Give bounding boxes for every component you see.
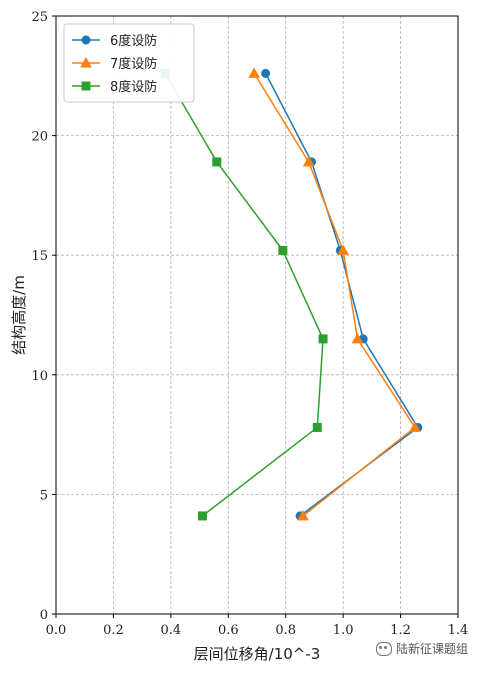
data-point — [212, 157, 222, 167]
x-tick-label: 0.8 — [275, 623, 296, 638]
y-tick-label: 10 — [31, 369, 48, 384]
series-3 — [160, 68, 328, 521]
x-axis-label: 层间位移角/10^-3 — [194, 645, 321, 663]
series-line — [253, 73, 416, 517]
y-tick-label: 15 — [31, 249, 48, 264]
axis-ticks: 0.0 0.2 0.4 0.6 0.8 1.0 1.2 1.4 0 5 10 15 20 25 — [31, 10, 468, 638]
legend-item: 8度设防 — [72, 79, 157, 95]
data-point — [248, 67, 260, 78]
wechat-icon — [376, 641, 392, 656]
series-line — [164, 73, 324, 517]
data-point — [351, 332, 364, 344]
series-layer — [160, 67, 423, 521]
data-point — [409, 421, 421, 432]
data-point — [278, 245, 288, 255]
series-2 — [248, 67, 421, 521]
x-tick-label: 0.2 — [103, 623, 124, 638]
x-tick-label: 1.2 — [390, 623, 411, 638]
y-tick-label: 0 — [40, 608, 48, 623]
y-tick-label: 20 — [31, 130, 48, 145]
y-axis-label: 结构高度/m — [10, 275, 28, 355]
data-point — [197, 511, 207, 521]
legend: 6度设防 7度设防 8度设防 — [63, 23, 195, 103]
legend-box — [63, 23, 195, 103]
x-tick-label: 1.4 — [448, 623, 469, 638]
y-tick-label: 25 — [31, 10, 48, 25]
data-point — [297, 509, 309, 521]
plot-frame — [55, 15, 459, 615]
legend-marker — [81, 81, 91, 91]
data-point — [261, 68, 271, 78]
grid-lines — [55, 15, 459, 615]
x-tick-label: 0.6 — [218, 623, 239, 638]
legend-item: 6度设防 — [72, 33, 157, 49]
watermark: 陆新征课题组 — [376, 640, 468, 657]
series-line — [264, 73, 419, 517]
data-point — [312, 422, 322, 432]
data-point — [302, 155, 315, 167]
data-point — [318, 334, 328, 344]
legend-marker — [81, 35, 91, 45]
legend-label: 7度设防 — [110, 56, 157, 72]
x-tick-label: 1.0 — [333, 623, 354, 638]
x-tick-label: 0.0 — [46, 623, 67, 638]
legend-label: 6度设防 — [110, 33, 157, 49]
data-point — [337, 244, 349, 255]
watermark-text: 陆新征课题组 — [396, 642, 469, 656]
legend-item: 7度设防 — [72, 56, 157, 72]
x-tick-label: 0.4 — [161, 623, 182, 638]
legend-marker — [80, 56, 92, 68]
y-tick-label: 5 — [40, 488, 48, 503]
legend-label: 8度设防 — [110, 79, 157, 95]
